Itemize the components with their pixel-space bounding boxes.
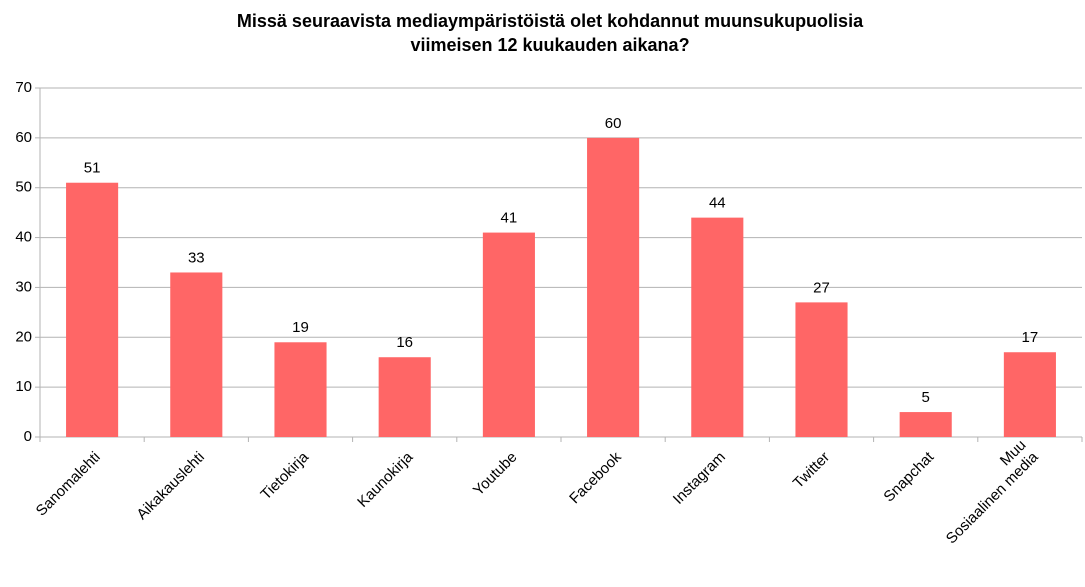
bar (795, 302, 848, 437)
x-tick-label: MuuSosiaalinen media (931, 436, 1042, 547)
y-tick-label: 70 (15, 79, 32, 96)
y-tick-label: 0 (24, 428, 32, 445)
value-label: 17 (1022, 329, 1039, 346)
chart-title: Missä seuraavista mediaympäristöistä ole… (237, 11, 864, 31)
y-tick-label: 50 (15, 179, 32, 196)
x-tick-label: Sanomalehti (33, 449, 104, 520)
value-label: 51 (84, 160, 101, 177)
value-label: 33 (188, 249, 205, 266)
x-tick-label: Kaunokirja (354, 448, 417, 511)
bar (378, 357, 431, 437)
bar (66, 182, 119, 437)
bar (170, 272, 223, 437)
bar (482, 232, 535, 437)
value-label: 44 (709, 195, 726, 212)
y-tick-label: 10 (15, 378, 32, 395)
y-tick-label: 40 (15, 229, 32, 246)
x-tick-label: Instagram (670, 449, 729, 508)
x-tick-label: Snapchat (880, 448, 937, 505)
chart-title: viimeisen 12 kuukauden aikana? (410, 35, 689, 55)
y-tick-label: 20 (15, 328, 32, 345)
value-label: 27 (813, 279, 830, 296)
bar (899, 412, 952, 437)
bar (691, 217, 744, 437)
value-label: 41 (501, 210, 518, 227)
value-label: 16 (396, 334, 413, 351)
value-label: 5 (922, 389, 930, 406)
bar (587, 137, 640, 437)
value-label: 60 (605, 115, 622, 132)
bar (1003, 352, 1056, 437)
y-tick-label: 30 (15, 278, 32, 295)
y-tick-label: 60 (15, 129, 32, 146)
bar (274, 342, 327, 437)
x-tick-label: Tietokirja (257, 448, 312, 503)
x-tick-label: Facebook (566, 448, 625, 507)
x-tick-label: Youtube (470, 449, 521, 500)
x-tick-label: Twitter (790, 449, 833, 492)
x-tick-label: Aikakauslehti (133, 449, 208, 524)
value-label: 19 (292, 319, 309, 336)
